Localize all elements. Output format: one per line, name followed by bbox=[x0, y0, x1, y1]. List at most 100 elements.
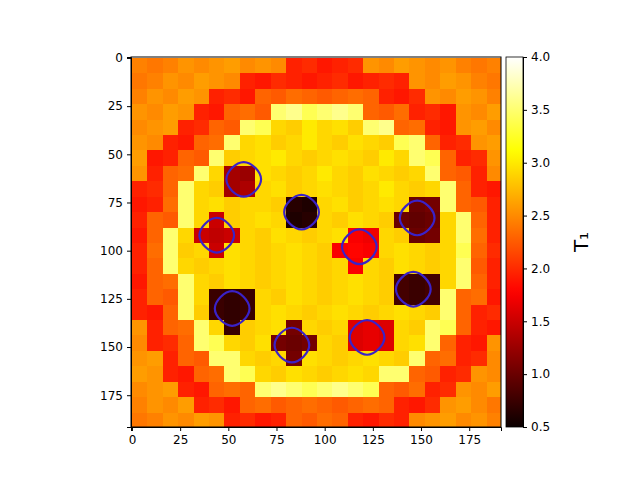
heatmap-cell bbox=[440, 58, 456, 74]
heatmap-cell bbox=[255, 228, 271, 244]
heatmap-cell bbox=[255, 274, 271, 290]
heatmap-cell bbox=[471, 366, 487, 382]
heatmap-cell bbox=[363, 382, 379, 398]
heatmap-cell bbox=[332, 120, 348, 136]
tick-label: 25 bbox=[108, 99, 123, 113]
heatmap-cell bbox=[456, 413, 472, 427]
heatmap-cell bbox=[271, 89, 287, 105]
heatmap-cell bbox=[409, 181, 425, 197]
heatmap-cell bbox=[487, 166, 501, 182]
heatmap-cell bbox=[302, 150, 318, 166]
heatmap-cell bbox=[425, 305, 441, 321]
heatmap-cell bbox=[132, 212, 148, 228]
tick: 1.5 bbox=[523, 315, 550, 329]
tick-mark bbox=[469, 427, 470, 431]
heatmap-cell bbox=[456, 120, 472, 136]
heatmap-cell bbox=[332, 382, 348, 398]
heatmap-cell bbox=[440, 73, 456, 89]
tick-label: 3.5 bbox=[531, 103, 550, 117]
heatmap-cell bbox=[163, 243, 179, 259]
heatmap-cell bbox=[302, 120, 318, 136]
roi-contour bbox=[226, 162, 261, 197]
heatmap-cell bbox=[209, 89, 225, 105]
heatmap-cell bbox=[255, 243, 271, 259]
heatmap-cell bbox=[132, 89, 148, 105]
heatmap-cell bbox=[440, 289, 456, 305]
heatmap-cell bbox=[147, 397, 163, 413]
heatmap-cell bbox=[440, 104, 456, 120]
tick-mark bbox=[276, 427, 277, 431]
tick-label: 100 bbox=[100, 244, 123, 258]
heatmap-cell bbox=[224, 351, 240, 367]
heatmap-cell bbox=[194, 197, 210, 213]
heatmap-cell bbox=[471, 289, 487, 305]
tick-label: 50 bbox=[221, 433, 236, 447]
heatmap-cell bbox=[487, 351, 501, 367]
heatmap-cell bbox=[471, 351, 487, 367]
heatmap-cell bbox=[255, 289, 271, 305]
heatmap-cell bbox=[163, 166, 179, 182]
heatmap-cell bbox=[224, 197, 240, 213]
heatmap-cell bbox=[302, 351, 318, 367]
heatmap-cell bbox=[487, 258, 501, 274]
heatmap-cell bbox=[379, 335, 395, 351]
heatmap-cell bbox=[440, 320, 456, 336]
heatmap-cell bbox=[147, 228, 163, 244]
heatmap-cell bbox=[456, 166, 472, 182]
heatmap-cell bbox=[302, 274, 318, 290]
heatmap-cell bbox=[255, 320, 271, 336]
heatmap-cell bbox=[132, 135, 148, 151]
heatmap-cell bbox=[348, 120, 364, 136]
heatmap-cell bbox=[194, 289, 210, 305]
heatmap-cell bbox=[147, 274, 163, 290]
heatmap-cell bbox=[302, 89, 318, 105]
heatmap-cell bbox=[317, 382, 333, 398]
heatmap-cell bbox=[147, 58, 163, 74]
heatmap-cell bbox=[178, 382, 194, 398]
heatmap-cell bbox=[302, 305, 318, 321]
heatmap-cell bbox=[440, 258, 456, 274]
colorbar-axis: 0.51.01.52.02.53.03.54.0 bbox=[523, 50, 550, 434]
heatmap-cell bbox=[178, 258, 194, 274]
roi-contour bbox=[284, 195, 319, 230]
heatmap-cell bbox=[487, 397, 501, 413]
heatmap-cell bbox=[163, 258, 179, 274]
heatmap-cell bbox=[394, 58, 410, 74]
heatmap-cell bbox=[379, 413, 395, 427]
heatmap-cell bbox=[286, 397, 302, 413]
heatmap-cell bbox=[302, 73, 318, 89]
heatmap-cell bbox=[178, 397, 194, 413]
heatmap-cell bbox=[163, 413, 179, 427]
tick: 125 bbox=[362, 427, 385, 447]
heatmap-cell bbox=[440, 274, 456, 290]
heatmap-cell bbox=[440, 382, 456, 398]
heatmap-cell bbox=[363, 104, 379, 120]
heatmap-cell bbox=[209, 366, 225, 382]
heatmap-cell bbox=[209, 305, 225, 321]
heatmap-cell bbox=[286, 366, 302, 382]
heatmap-cell bbox=[394, 397, 410, 413]
heatmap-cell bbox=[456, 320, 472, 336]
heatmap-cell bbox=[286, 335, 302, 351]
tick-mark bbox=[523, 427, 527, 428]
heatmap-cell bbox=[194, 258, 210, 274]
heatmap-cell bbox=[178, 181, 194, 197]
heatmap-cell bbox=[394, 413, 410, 427]
heatmap-cell bbox=[302, 104, 318, 120]
heatmap-cell bbox=[409, 89, 425, 105]
heatmap-cell bbox=[425, 104, 441, 120]
heatmap-cell bbox=[317, 89, 333, 105]
heatmap-cell bbox=[194, 397, 210, 413]
heatmap-cell bbox=[363, 413, 379, 427]
tick-label: 25 bbox=[173, 433, 188, 447]
heatmap-cell bbox=[487, 305, 501, 321]
heatmap-cell bbox=[425, 366, 441, 382]
heatmap-cell bbox=[317, 73, 333, 89]
tick-label: 75 bbox=[269, 433, 284, 447]
heatmap-cell bbox=[178, 197, 194, 213]
heatmap-cell bbox=[456, 305, 472, 321]
heatmap-cell bbox=[317, 413, 333, 427]
heatmap-cell bbox=[224, 413, 240, 427]
heatmap-cell bbox=[271, 305, 287, 321]
heatmap-cell bbox=[132, 289, 148, 305]
